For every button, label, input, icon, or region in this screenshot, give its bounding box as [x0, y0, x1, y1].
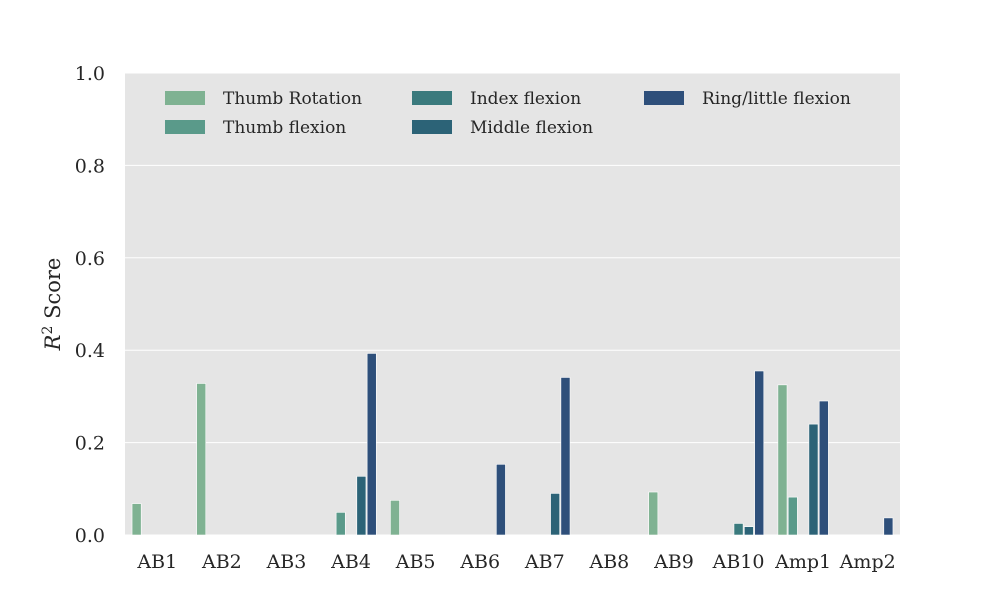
legend-label: Middle flexion [470, 118, 593, 138]
legend-swatch [165, 91, 205, 105]
bar [366, 353, 377, 536]
bar [335, 512, 346, 536]
bar [787, 496, 798, 536]
x-tick-label: Amp1 [774, 551, 831, 573]
y-tick-label: 0.0 [75, 525, 105, 547]
bar [808, 423, 819, 536]
y-axis-label: R2 Score [40, 258, 65, 352]
bar [883, 517, 894, 536]
legend-label: Thumb flexion [223, 118, 346, 138]
legend-swatch [165, 120, 205, 134]
legend-label: Index flexion [470, 89, 581, 109]
bar [496, 464, 506, 536]
bar [777, 384, 788, 536]
bar [356, 476, 367, 536]
bar [196, 383, 207, 536]
y-tick-label: 0.6 [75, 248, 105, 270]
bars [131, 353, 894, 536]
x-tick-labels: AB1 AB2 AB3 AB4 AB5 AB6 AB7 AB8 AB9 AB10 Amp1 Amp2 [136, 551, 895, 573]
legend-label: Ring/little flexion [702, 89, 851, 109]
bar [754, 370, 765, 536]
y-tick-label: 0.4 [75, 340, 105, 362]
legend-swatch [412, 120, 452, 134]
x-tick-label: AB10 [712, 551, 765, 573]
x-tick-label: AB4 [330, 551, 371, 573]
plot-area [125, 73, 900, 535]
legend: Thumb Rotation Thumb flexion Index flexion… [165, 89, 851, 138]
x-tick-label: AB2 [201, 551, 242, 573]
bar [744, 526, 754, 536]
x-tick-label: AB8 [588, 551, 629, 573]
legend-label: Thumb Rotation [223, 89, 362, 109]
x-tick-label: AB9 [653, 551, 694, 573]
y-tick-label: 0.8 [75, 155, 105, 177]
y-tick-labels: 0.0 0.2 0.4 0.6 0.8 1.0 [75, 63, 105, 547]
bar [560, 377, 571, 536]
x-tick-label: AB6 [459, 551, 500, 573]
grid-lines [125, 72, 900, 536]
x-tick-label: Amp2 [839, 551, 896, 573]
y-tick-label: 0.2 [75, 433, 105, 455]
y-tick-label: 1.0 [75, 63, 105, 85]
bar [131, 503, 142, 536]
x-tick-label: AB3 [266, 551, 307, 573]
legend-swatch [412, 91, 452, 105]
x-tick-label: AB7 [524, 551, 565, 573]
bar [648, 491, 659, 536]
bar [818, 400, 829, 536]
x-tick-label: AB1 [136, 551, 177, 573]
x-tick-label: AB5 [395, 551, 436, 573]
bar [390, 500, 400, 536]
legend-swatch [644, 91, 684, 105]
bar [550, 493, 560, 536]
bar [733, 523, 744, 536]
